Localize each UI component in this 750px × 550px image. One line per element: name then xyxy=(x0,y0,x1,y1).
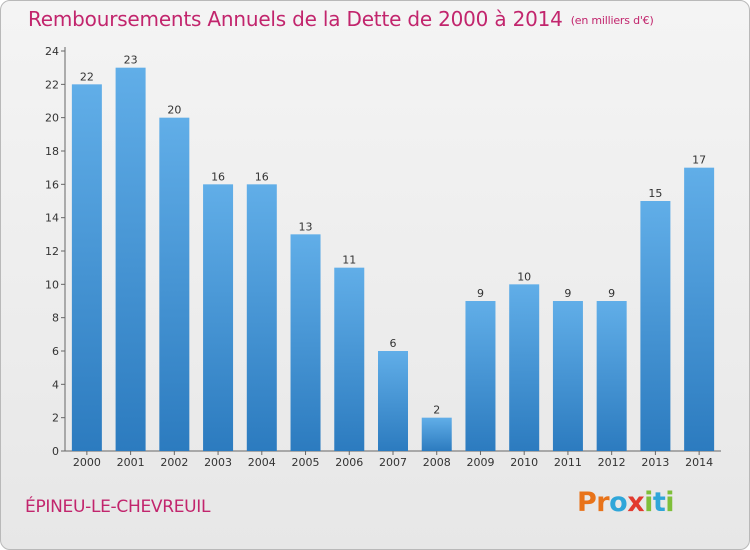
y-tick-label: 12 xyxy=(45,245,59,258)
x-tick-label: 2002 xyxy=(160,456,188,469)
x-tick-label: 2001 xyxy=(117,456,145,469)
x-tick-label: 2013 xyxy=(641,456,669,469)
bar-value-label: 16 xyxy=(255,170,269,183)
x-tick-label: 2008 xyxy=(423,456,451,469)
y-tick-label: 14 xyxy=(45,212,59,225)
bar xyxy=(465,301,496,451)
bar-value-label: 9 xyxy=(477,287,484,300)
y-tick-label: 10 xyxy=(45,278,59,291)
x-tick-label: 2011 xyxy=(554,456,582,469)
x-tick-label: 2010 xyxy=(510,456,538,469)
logo-letter: P xyxy=(577,487,597,518)
bar-value-label: 9 xyxy=(564,287,571,300)
x-tick-label: 2009 xyxy=(466,456,494,469)
bar xyxy=(246,184,277,452)
bar-value-label: 23 xyxy=(124,54,138,67)
bar-value-label: 20 xyxy=(167,104,181,117)
bar xyxy=(640,201,671,451)
bar xyxy=(509,284,540,451)
y-tick-label: 22 xyxy=(45,78,59,91)
bar-value-label: 10 xyxy=(517,270,531,283)
bar xyxy=(71,84,102,451)
bar-value-label: 17 xyxy=(692,154,706,167)
bar xyxy=(159,117,190,452)
y-tick-label: 24 xyxy=(45,45,59,58)
y-tick-label: 18 xyxy=(45,145,59,158)
bar-value-label: 6 xyxy=(390,337,397,350)
bar xyxy=(596,301,627,451)
bar-value-label: 11 xyxy=(342,254,356,267)
bar-value-label: 9 xyxy=(608,287,615,300)
logo-letter: r xyxy=(596,487,610,518)
chart-title-text: Remboursements Annuels de la Dette de 20… xyxy=(28,7,563,31)
bar xyxy=(552,301,583,451)
x-tick-label: 2012 xyxy=(598,456,626,469)
x-tick-label: 2007 xyxy=(379,456,407,469)
y-tick-label: 2 xyxy=(52,412,59,425)
x-tick-label: 2003 xyxy=(204,456,232,469)
x-tick-label: 2000 xyxy=(73,456,101,469)
bar-value-label: 13 xyxy=(299,220,313,233)
logo-letter: i xyxy=(665,487,675,518)
bar-value-label: 2 xyxy=(433,404,440,417)
x-tick-label: 2005 xyxy=(292,456,320,469)
logo-letter: x xyxy=(627,487,645,518)
logo-letter: o xyxy=(609,487,628,518)
bar xyxy=(290,234,321,451)
y-tick-label: 16 xyxy=(45,178,59,191)
logo-letter: i xyxy=(644,487,653,518)
bar-value-label: 15 xyxy=(648,187,662,200)
y-tick-label: 4 xyxy=(52,378,59,391)
y-tick-label: 8 xyxy=(52,312,59,325)
bar xyxy=(334,267,365,451)
chart-title: Remboursements Annuels de la Dette de 20… xyxy=(28,7,654,31)
bar xyxy=(684,167,715,451)
commune-name: ÉPINEU-LE-CHEVREUIL xyxy=(25,497,211,517)
y-tick-label: 0 xyxy=(52,445,59,458)
x-tick-label: 2006 xyxy=(335,456,363,469)
bar xyxy=(421,417,452,451)
y-tick-label: 20 xyxy=(45,112,59,125)
bar xyxy=(115,67,146,452)
logo-letter: t xyxy=(652,487,666,518)
proxiti-logo: Proxiti xyxy=(577,487,675,518)
chart-subtitle: (en milliers d'€) xyxy=(570,14,654,27)
bar-value-label: 16 xyxy=(211,170,225,183)
x-tick-label: 2004 xyxy=(248,456,276,469)
bar xyxy=(378,351,408,451)
bar-value-label: 22 xyxy=(80,70,94,83)
x-tick-label: 2014 xyxy=(685,456,713,469)
y-tick-label: 6 xyxy=(52,345,59,358)
bar xyxy=(203,184,234,452)
